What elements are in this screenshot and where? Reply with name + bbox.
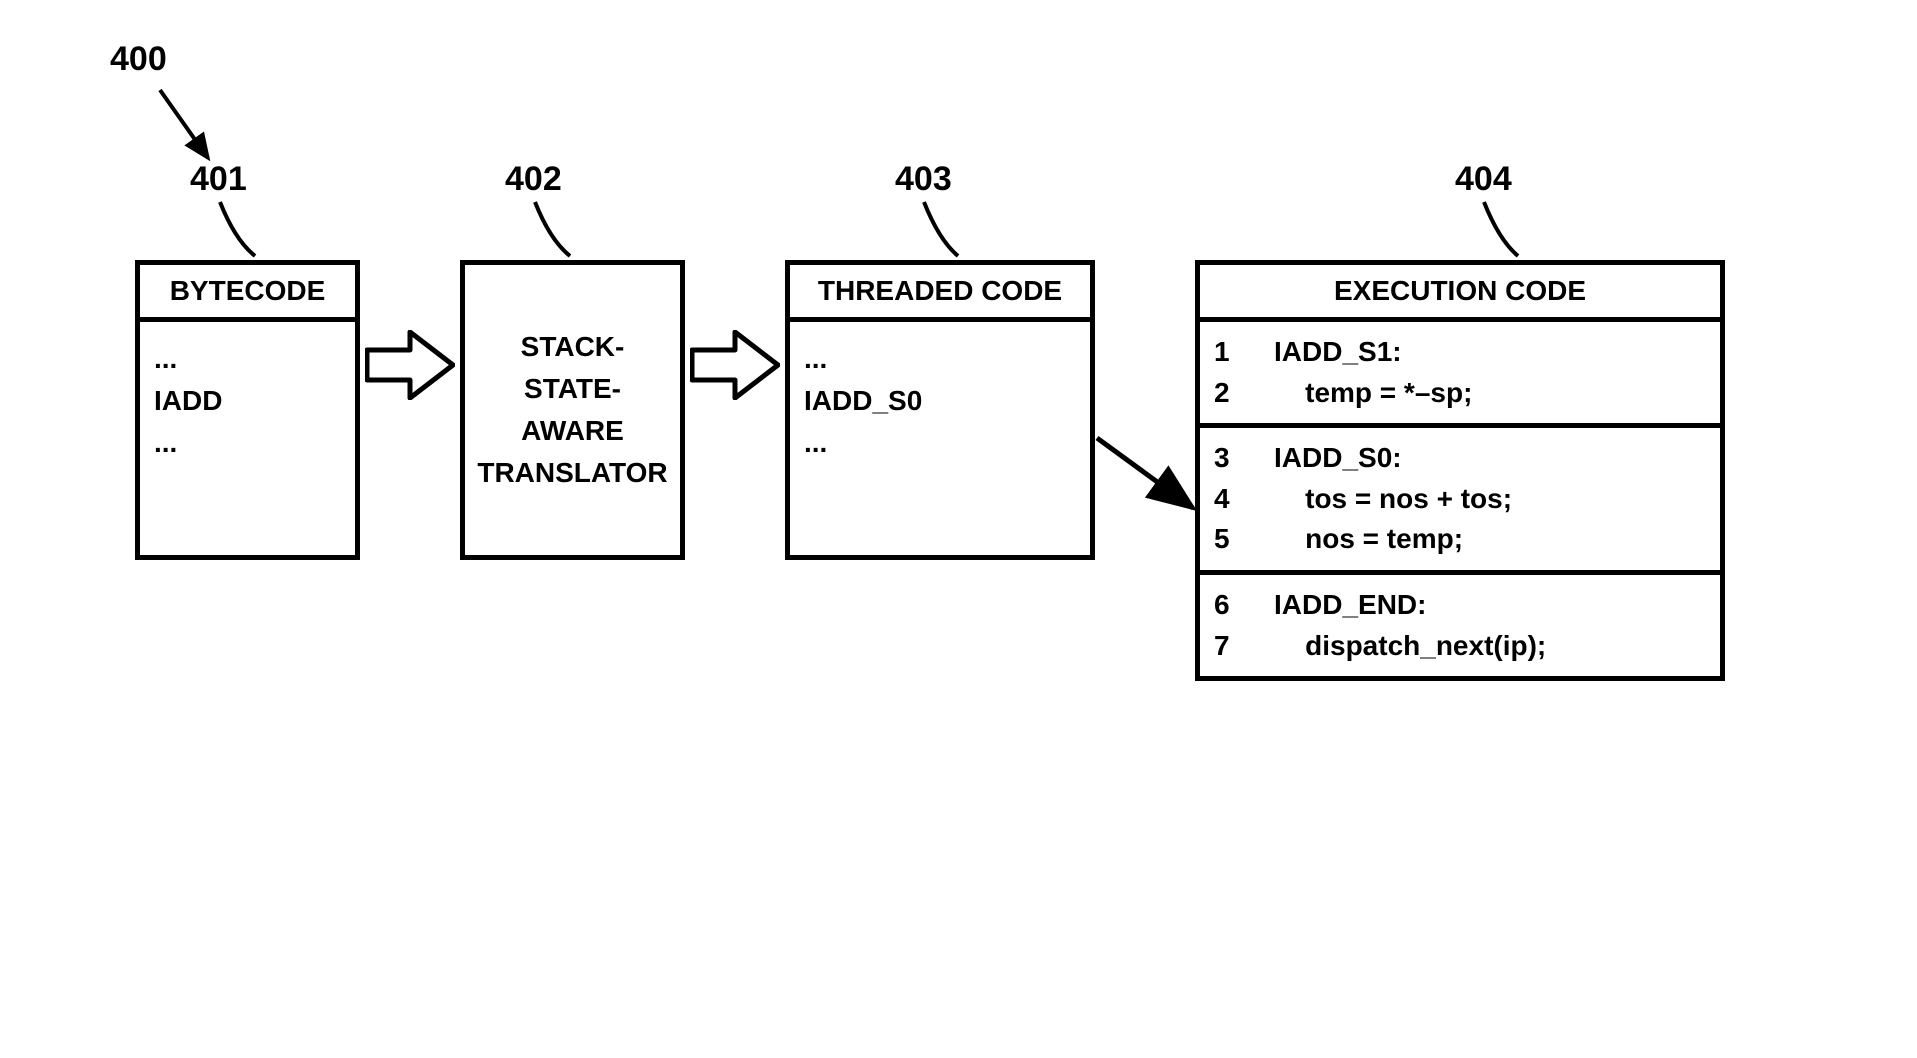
exec-line-text: temp = *–sp; — [1274, 373, 1706, 414]
exec-row: 3IADD_S0: — [1214, 438, 1706, 479]
exec-section: 1IADD_S1:2 temp = *–sp; — [1200, 322, 1720, 428]
exec-row: 7 dispatch_next(ip); — [1214, 626, 1706, 667]
box-execution-sections: 1IADD_S1:2 temp = *–sp;3IADD_S0:4 tos = … — [1200, 322, 1720, 676]
exec-section: 3IADD_S0:4 tos = nos + tos;5 nos = temp; — [1200, 428, 1720, 575]
exec-line-number: 3 — [1214, 438, 1274, 479]
exec-line-text: IADD_END: — [1274, 585, 1706, 626]
exec-line-number: 1 — [1214, 332, 1274, 373]
diagram-canvas: 400 401 BYTECODE ... IADD ... 402 STACK-… — [40, 40, 1880, 940]
exec-row: 5 nos = temp; — [1214, 519, 1706, 560]
exec-row: 2 temp = *–sp; — [1214, 373, 1706, 414]
exec-section: 6IADD_END:7 dispatch_next(ip); — [1200, 575, 1720, 676]
exec-row: 1IADD_S1: — [1214, 332, 1706, 373]
exec-row: 6IADD_END: — [1214, 585, 1706, 626]
exec-line-text: tos = nos + tos; — [1274, 479, 1706, 520]
exec-line-text: IADD_S1: — [1274, 332, 1706, 373]
exec-line-text: nos = temp; — [1274, 519, 1706, 560]
exec-line-number: 6 — [1214, 585, 1274, 626]
exec-row: 4 tos = nos + tos; — [1214, 479, 1706, 520]
exec-line-number: 7 — [1214, 626, 1274, 667]
exec-line-number: 4 — [1214, 479, 1274, 520]
exec-line-number: 5 — [1214, 519, 1274, 560]
exec-line-number: 2 — [1214, 373, 1274, 414]
box-execution: EXECUTION CODE 1IADD_S1:2 temp = *–sp;3I… — [1195, 260, 1725, 681]
exec-line-text: dispatch_next(ip); — [1274, 626, 1706, 667]
box-execution-title: EXECUTION CODE — [1200, 265, 1720, 322]
exec-line-text: IADD_S0: — [1274, 438, 1706, 479]
